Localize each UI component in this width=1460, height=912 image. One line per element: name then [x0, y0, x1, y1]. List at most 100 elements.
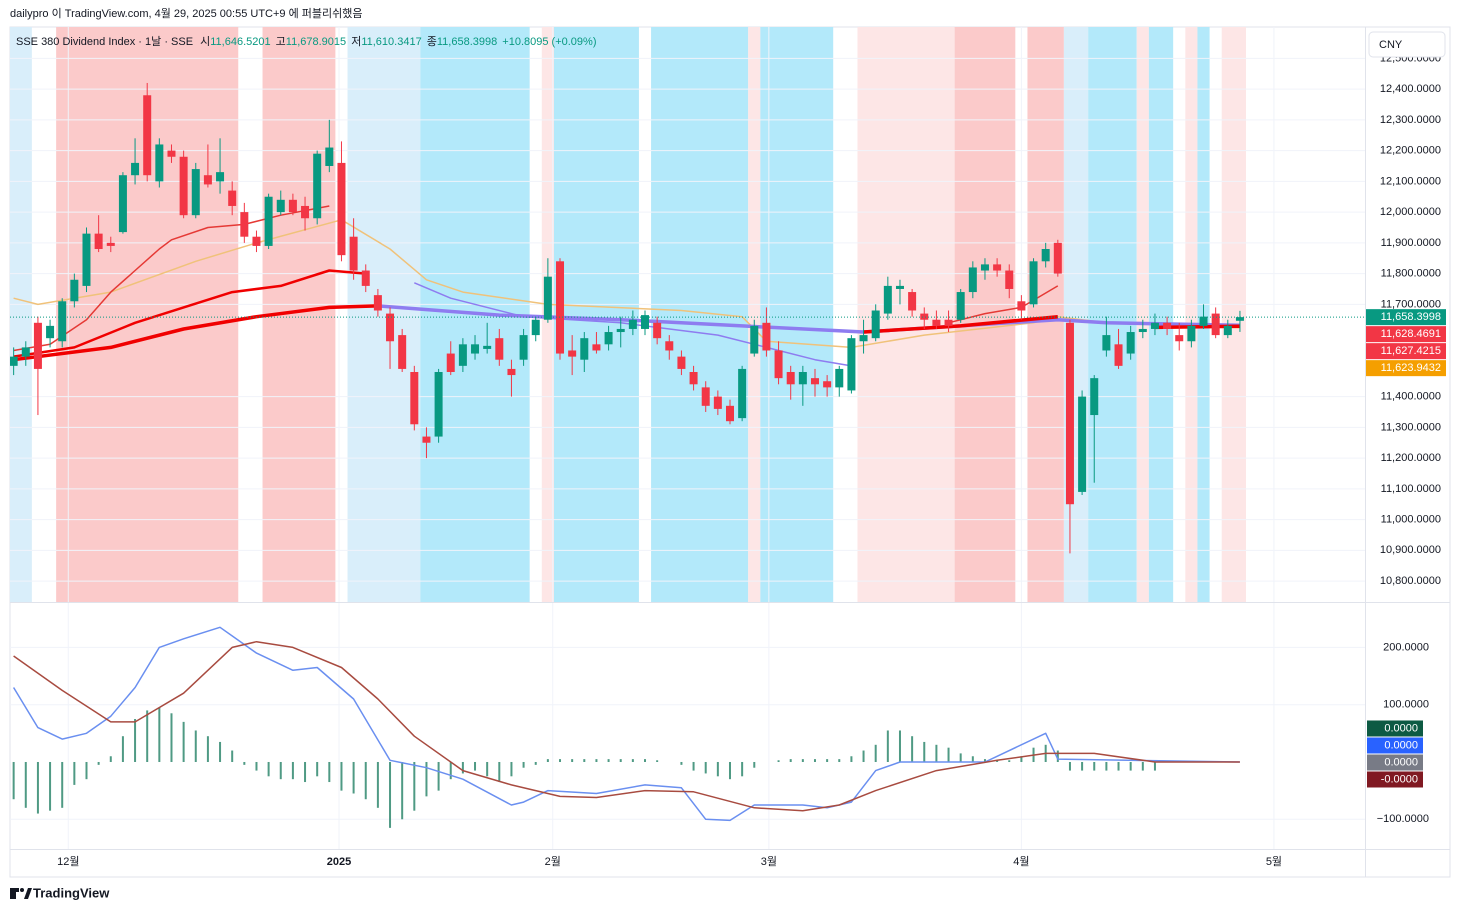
- histogram-bar: [1129, 761, 1132, 771]
- histogram-bar: [340, 761, 343, 791]
- histogram-bar: [911, 736, 914, 762]
- histogram-bar: [121, 736, 124, 762]
- candle-body: [94, 233, 103, 250]
- candle-body: [179, 156, 188, 216]
- candle-body: [531, 319, 540, 336]
- value-badge-label: -0.0000: [1381, 773, 1418, 785]
- histogram-bar: [61, 761, 64, 808]
- histogram-bar: [923, 741, 926, 762]
- histogram-bar: [231, 750, 234, 762]
- histogram-bar: [935, 744, 938, 762]
- histogram-bar: [389, 761, 392, 828]
- value-badge-label: 0.0000: [1384, 722, 1418, 734]
- y-tick-label: 11,300.0000: [1381, 421, 1441, 433]
- y-tick-label: 11,700.0000: [1381, 298, 1441, 310]
- histogram-bar: [850, 756, 853, 762]
- value-badge-label: 0.0000: [1384, 739, 1418, 751]
- candle-body: [33, 322, 42, 369]
- indicator-line: [13, 269, 366, 358]
- candle-body: [1090, 378, 1099, 416]
- candle-body: [762, 322, 771, 351]
- histogram-bar: [704, 761, 707, 774]
- candle-body: [325, 147, 334, 166]
- candle-body: [823, 381, 832, 388]
- candle-body: [798, 372, 807, 385]
- histogram-bar: [728, 761, 731, 780]
- histogram-bar: [1020, 756, 1023, 762]
- candle-body: [920, 313, 929, 320]
- histogram-bar: [85, 761, 88, 780]
- histogram-bar: [789, 759, 792, 762]
- histogram-bar: [437, 761, 440, 791]
- signal-band: [347, 27, 421, 602]
- histogram-bar: [194, 730, 197, 762]
- candle-body: [701, 387, 710, 406]
- x-tick-label: 5월: [1266, 855, 1282, 868]
- signal-band: [1148, 27, 1174, 602]
- candle-body: [1053, 242, 1062, 274]
- histogram-bar: [449, 761, 452, 780]
- close-value: 11,658.3998: [437, 36, 497, 48]
- candle-body: [337, 162, 346, 256]
- currency-button[interactable]: [1368, 31, 1446, 58]
- signal-band: [1063, 27, 1089, 602]
- y-tick-label: 11,200.0000: [1381, 452, 1441, 464]
- histogram-bar: [947, 747, 950, 762]
- candle-body: [471, 344, 480, 354]
- candle-body: [446, 353, 455, 372]
- histogram-bar: [97, 761, 100, 765]
- candle-body: [1005, 270, 1014, 289]
- value-badge: [1367, 771, 1423, 788]
- candle-body: [58, 301, 67, 342]
- signal-band: [10, 27, 32, 602]
- histogram-bar: [461, 761, 464, 774]
- legend: SSE 380 Dividend Index · 1날 · SSE 시11,64…: [16, 35, 596, 48]
- histogram-bar: [1008, 760, 1011, 762]
- histogram-bar: [401, 761, 404, 820]
- low-label: 저: [351, 35, 361, 48]
- histogram-bar: [279, 761, 282, 780]
- currency-label[interactable]: CNY: [1379, 39, 1403, 51]
- histogram-bar: [291, 761, 294, 780]
- histogram-bar: [631, 759, 634, 762]
- candle-body: [835, 368, 844, 388]
- signal-band: [1027, 27, 1064, 602]
- histogram-bar: [583, 759, 586, 762]
- candle-body: [1199, 316, 1208, 326]
- candle-body: [519, 335, 528, 360]
- indicator-line: [863, 314, 1058, 334]
- footer-brand: TradingView: [33, 885, 110, 900]
- candle-body: [483, 345, 492, 349]
- candle-body: [398, 335, 407, 369]
- signal-band: [760, 27, 834, 602]
- x-tick-label: 2025: [327, 856, 351, 868]
- histogram-bar: [607, 759, 610, 762]
- histogram-bar: [741, 761, 744, 777]
- candle-body: [908, 292, 917, 311]
- publish-caption: dailypro 이 TradingView.com, 4월 29, 2025 …: [10, 7, 362, 20]
- candle-body: [580, 338, 589, 360]
- histogram-bar: [12, 761, 15, 800]
- candle-body: [458, 344, 467, 366]
- candle-body: [616, 328, 625, 333]
- histogram-bar: [352, 761, 355, 794]
- signal-band: [748, 27, 761, 602]
- candle-body: [713, 396, 722, 409]
- histogram-bar: [656, 760, 659, 762]
- histogram-bar: [559, 759, 562, 762]
- histogram-bar: [546, 759, 549, 762]
- histogram-bar: [24, 761, 27, 808]
- histogram-bar: [571, 759, 574, 762]
- candle-body: [386, 313, 395, 342]
- candle-body: [1211, 313, 1220, 336]
- histogram-bar: [510, 761, 513, 777]
- indicator-line: [13, 304, 378, 362]
- histogram-bar: [158, 707, 161, 762]
- y-tick-label: 12,200.0000: [1380, 145, 1441, 157]
- candle-body: [689, 372, 698, 385]
- candle-body: [1163, 322, 1172, 329]
- candle-body: [859, 335, 868, 342]
- histogram-bar: [170, 713, 173, 762]
- price-badge-label: 11,628.4691: [1381, 328, 1441, 340]
